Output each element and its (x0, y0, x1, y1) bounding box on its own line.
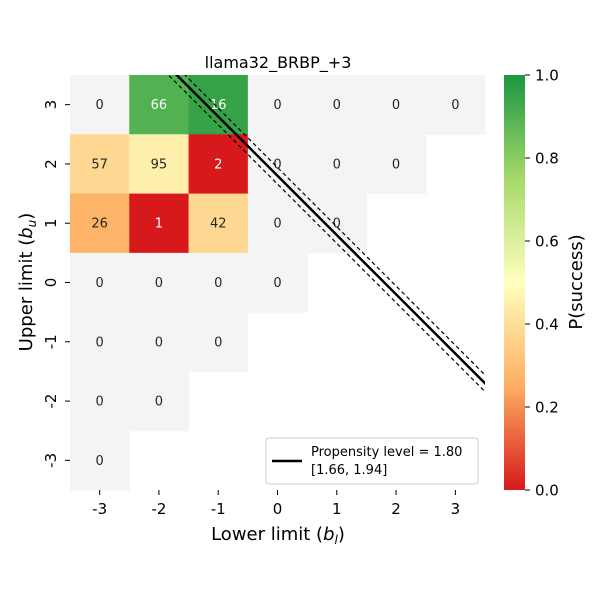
y-tick-label: -2 (42, 394, 60, 409)
cell-value-label: 0 (214, 276, 222, 291)
colorbar-tick-label: 1.0 (535, 67, 559, 85)
heatmap-cell (188, 193, 249, 254)
cell-value-label: 57 (91, 157, 108, 172)
cell-value-label: 0 (451, 98, 459, 113)
cell-value-label: 0 (155, 335, 163, 350)
cell-value-label: 0 (333, 98, 341, 113)
heatmap-cell (129, 75, 190, 135)
cell-value-label: 0 (392, 157, 400, 172)
legend-label-level: Propensity level = 1.80 (311, 445, 462, 460)
x-tick-label: 3 (451, 500, 461, 518)
heatmap-cell (129, 312, 190, 372)
heatmap-cell (70, 134, 130, 195)
y-axis-ticks: 3 2 1 0 -1 -2 -3 (42, 100, 70, 468)
x-tick-label: 0 (273, 500, 283, 518)
heatmap-cell (129, 134, 190, 195)
colorbar-ticks: 0.0 0.2 0.4 0.6 0.8 1.0 (525, 67, 559, 500)
cell-value-label: 0 (155, 395, 163, 410)
colorbar: 0.0 0.2 0.4 0.6 0.8 1.0 P(success) (504, 67, 587, 500)
cell-value-label: 0 (96, 454, 104, 469)
heatmap-cell (129, 252, 190, 313)
propensity-level-line (174, 75, 485, 386)
y-tick-label: 3 (42, 100, 60, 110)
cell-value-label: 0 (333, 217, 341, 232)
cell-value-label: 0 (96, 98, 104, 113)
y-tick-label: 0 (42, 278, 60, 288)
heatmap-cell (247, 193, 308, 254)
heatmap-cell (188, 75, 249, 135)
x-tick-label: -3 (92, 500, 107, 518)
cell-value-label: 0 (392, 98, 400, 113)
cell-value-label: 0 (273, 217, 281, 232)
y-tick-label: -3 (42, 453, 60, 468)
heatmap-cell (247, 75, 308, 135)
cell-value-label: 0 (214, 335, 222, 350)
heatmap-cells: 0 66 16 0 0 0 0 57 95 2 0 0 0 26 1 42 0 0 0 0 0 0 0 0 0 0 0 0 (70, 75, 486, 491)
heatmap-cell (70, 252, 130, 313)
chart-title: llama32_BRBP_+3 (205, 53, 352, 73)
x-tick-label: -1 (211, 500, 226, 518)
x-axis-ticks: -3 -2 -1 0 1 2 3 (92, 490, 460, 518)
heatmap-cell (70, 193, 130, 254)
colorbar-gradient (504, 75, 525, 490)
heatmap-cell (70, 430, 130, 491)
heatmap-cell (129, 371, 190, 432)
heatmap-cell (307, 193, 367, 254)
heatmap-cell (307, 134, 367, 195)
cell-value-label: 1 (155, 217, 163, 232)
cell-value-label: 0 (155, 276, 163, 291)
colorbar-label: P(success) (566, 234, 587, 329)
colorbar-tick-label: 0.2 (535, 399, 559, 417)
heatmap-cell (70, 371, 130, 432)
cell-value-label: 0 (273, 98, 281, 113)
heatmap-cell (188, 252, 249, 313)
heatmap-cell (366, 134, 427, 195)
heatmap-cell (129, 193, 190, 254)
cell-value-label: 0 (273, 276, 281, 291)
y-tick-label: 1 (42, 218, 60, 228)
heatmap-cell (425, 75, 486, 135)
cell-value-label: 0 (96, 335, 104, 350)
heatmap-cell (188, 312, 249, 372)
x-tick-label: -2 (151, 500, 166, 518)
cell-value-label: 0 (273, 157, 281, 172)
x-axis-label: Lower limit (bl) (211, 524, 345, 547)
propensity-lines (167, 75, 485, 393)
cell-value-label: 16 (210, 98, 227, 113)
colorbar-tick-label: 0.0 (535, 482, 559, 500)
legend-box (265, 437, 479, 485)
heatmap-cell (188, 134, 249, 195)
x-tick-label: 2 (391, 500, 401, 518)
cell-value-label: 26 (91, 217, 108, 232)
cell-value-label: 0 (96, 395, 104, 410)
heatmap-cell (247, 252, 308, 313)
heatmap-cell (366, 75, 427, 135)
cell-value-label: 0 (96, 276, 104, 291)
cell-value-label: 2 (214, 157, 222, 172)
heatmap-cell (70, 312, 130, 372)
colorbar-tick-label: 0.6 (535, 233, 559, 251)
x-tick-label: 1 (332, 500, 342, 518)
y-tick-label: -1 (42, 334, 60, 349)
cell-value-label: 66 (151, 98, 168, 113)
cell-value-label: 42 (210, 217, 227, 232)
cell-value-label: 95 (151, 157, 168, 172)
y-tick-label: 2 (42, 159, 60, 169)
colorbar-tick-label: 0.8 (535, 150, 559, 168)
cell-value-label: 0 (333, 157, 341, 172)
y-axis-label: Upper limit (bu) (16, 213, 39, 352)
legend-label-ci: [1.66, 1.94] (311, 463, 387, 478)
colorbar-tick-label: 0.4 (535, 316, 559, 334)
heatmap-cell (70, 75, 130, 135)
legend: Propensity level = 1.80 [1.66, 1.94] (265, 437, 479, 485)
heatmap-cell (247, 134, 308, 195)
heatmap-cell (307, 75, 367, 135)
